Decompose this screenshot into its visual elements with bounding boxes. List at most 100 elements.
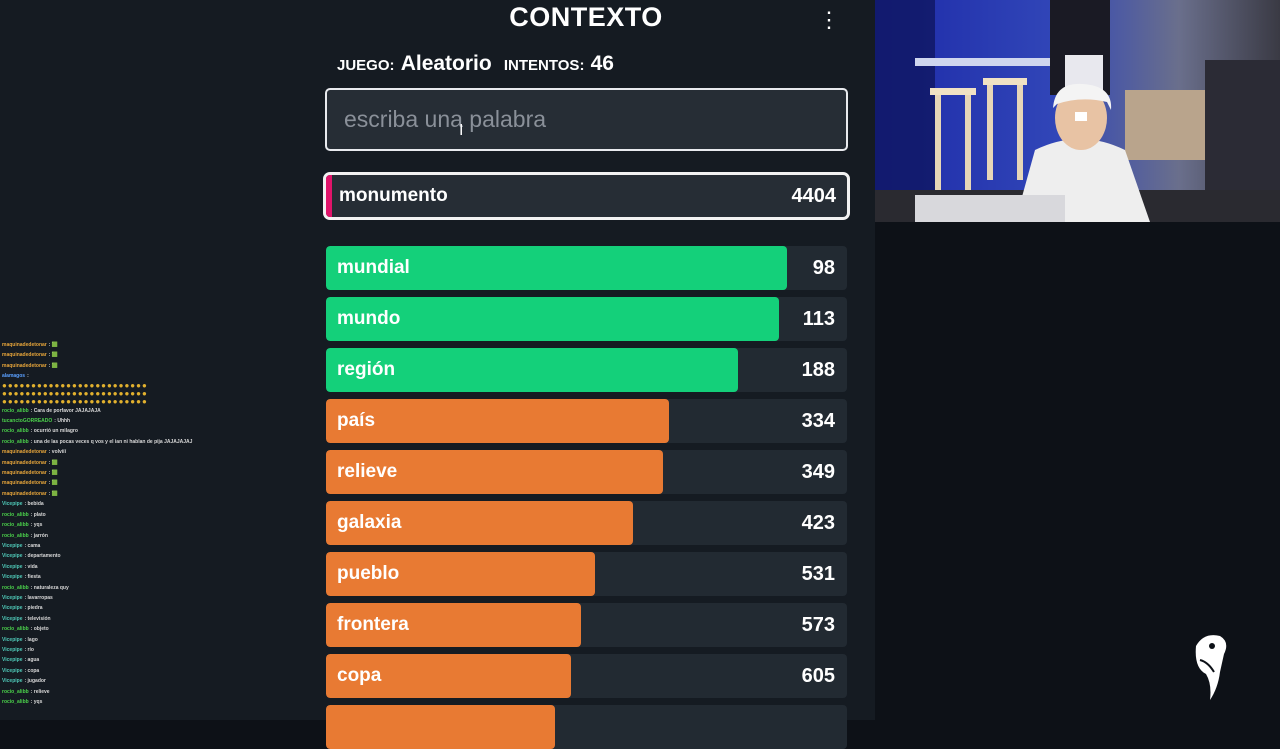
chat-username: rocio_alibb xyxy=(2,438,29,445)
chat-username: Vicepipe xyxy=(2,563,23,570)
chat-text: : naturaleza quy xyxy=(30,584,69,591)
current-guess-rank: 4404 xyxy=(791,185,837,207)
text-cursor-icon: I xyxy=(459,122,464,139)
chat-text: : cama xyxy=(24,542,41,549)
chat-message: Vicepipe: lavarropas xyxy=(2,593,302,603)
chat-message: maquinadedetonar: 🟩 xyxy=(2,489,302,499)
chat-emoji-row: ●●●●●●●●●●●●●●●●●●●●●●●●● xyxy=(2,380,148,390)
chat-message: maquinadedetonar: 🟩 xyxy=(2,458,302,468)
guess-row: mundo 113 xyxy=(326,297,847,341)
chat-username: rocio_alibb xyxy=(2,688,29,695)
chat-username: rocio_alibb xyxy=(2,699,29,705)
chat-text: : jugador xyxy=(24,678,46,685)
chat-message: tucanctoGORREADO: Uhhh xyxy=(2,416,302,426)
chat-username: Vicepipe xyxy=(2,594,23,601)
chat-message: rocio_alibb: plato xyxy=(2,510,302,520)
guess-word: mundial xyxy=(337,257,410,278)
chat-text: : 🟩 xyxy=(48,352,59,359)
guess-bar xyxy=(326,348,738,392)
attempts-label: INTENTOS: xyxy=(503,57,585,74)
chat-username: alamagos xyxy=(2,373,26,380)
chat-username: maquinadedetonar xyxy=(2,470,47,477)
attempts-value: 46 xyxy=(590,52,614,75)
chat-text: : una de las pocas veces q vos y el ian … xyxy=(30,438,193,445)
chat-text: : vida xyxy=(24,563,38,570)
chat-username: maquinadedetonar xyxy=(2,342,47,348)
chat-message: maquinadedetonar: 🟩 xyxy=(2,340,302,350)
current-guess-word: monumento xyxy=(339,185,448,206)
guess-row: frontera 573 xyxy=(326,603,847,647)
chat-message: maquinadedetonar: 🟩 xyxy=(2,361,302,371)
chat-message: Vicepipe: cama xyxy=(2,541,302,551)
chat-message: rocio_alibb: naturaleza quy xyxy=(2,583,302,593)
chat-username: Vicepipe xyxy=(2,605,23,612)
chat-username: Vicepipe xyxy=(2,667,23,674)
guess-rank: 349 xyxy=(801,461,835,483)
guess-bar xyxy=(326,501,633,545)
chat-message: rocio_alibb: ocurrió un milagro xyxy=(2,426,302,436)
chat-message: Vicepipe: copa xyxy=(2,666,302,676)
guess-bar xyxy=(326,450,663,494)
chat-username: maquinadedetonar xyxy=(2,352,47,359)
guess-rank: 423 xyxy=(801,512,835,534)
chat-text: : volvííí xyxy=(48,449,66,456)
guess-bar xyxy=(326,246,787,290)
guess-row: pueblo 531 xyxy=(326,552,847,596)
chat-text: : copa xyxy=(24,667,40,674)
chat-username: rocio_alibb xyxy=(2,522,29,529)
guess-word: copa xyxy=(337,665,382,686)
chat-username: rocio_alibb xyxy=(2,532,29,539)
chat-username: maquinadedetonar xyxy=(2,459,47,466)
chat-text: : 🟩 xyxy=(48,362,59,369)
guess-row-partial xyxy=(326,705,847,749)
chat-message: rocio_alibb: jarrón xyxy=(2,531,302,541)
chat-text: : relieve xyxy=(30,688,50,695)
kebab-menu-icon[interactable]: ⋮ xyxy=(818,7,840,32)
chat-username: Vicepipe xyxy=(2,501,23,508)
chat-message: Vicepipe: televisión xyxy=(2,614,302,624)
current-guess: monumento 4404 xyxy=(323,172,850,220)
chat-text: : ocurrió un milagro xyxy=(30,428,78,435)
chat-message: alamagos: xyxy=(2,371,302,381)
chat-text: : plato xyxy=(30,511,46,518)
chat-message: rocio_alibb: yqs xyxy=(2,697,302,707)
word-input[interactable] xyxy=(325,88,848,151)
chat-username: tucanctoGORREADO xyxy=(2,418,53,425)
chat-message: rocio_alibb: relieve xyxy=(2,687,302,697)
game-label: JUEGO: xyxy=(337,57,395,74)
chat-message: Vicepipe: piedra xyxy=(2,603,302,613)
chat-message: rocio_alibb: objeto xyxy=(2,624,302,634)
toucan-logo-icon xyxy=(1190,632,1230,702)
guess-word: mundo xyxy=(337,308,401,329)
chat-username: rocio_alibb xyxy=(2,407,29,414)
guess-row: región 188 xyxy=(326,348,847,392)
chat-emoji-row: ●●●●●●●●●●●●●●●●●●●●●●●●● xyxy=(2,396,148,406)
chat-username: Vicepipe xyxy=(2,636,23,643)
chat-message: rocio_alibb: una de las pocas veces q vo… xyxy=(2,437,302,447)
chat-text: : bebida xyxy=(24,501,44,508)
guess-rank: 113 xyxy=(802,308,835,330)
chat-username: Vicepipe xyxy=(2,657,23,664)
guess-row: mundial 98 xyxy=(326,246,847,290)
guess-rank: 334 xyxy=(801,410,835,432)
chat-message: maquinadedetonar: 🟩 xyxy=(2,478,302,488)
chat-text: : agua xyxy=(24,657,40,664)
chat-text: : departamento xyxy=(24,553,61,560)
guess-row: país 334 xyxy=(326,399,847,443)
game-info-bar: JUEGO: Aleatorio INTENTOS: 46 xyxy=(337,52,622,76)
guess-row: copa 605 xyxy=(326,654,847,698)
chat-text: : 🟩 xyxy=(48,490,59,497)
chat-text: : Cara de porfavor JAJAJAJA xyxy=(30,407,101,414)
chat-message: Vicepipe: jugador xyxy=(2,676,302,686)
chat-message: maquinadedetonar: 🟩 xyxy=(2,468,302,478)
chat-text: : xyxy=(27,373,29,380)
chat-message: Vicepipe: agua xyxy=(2,655,302,665)
page-title: CONTEXTO xyxy=(509,2,663,32)
chat-text: : 🟩 xyxy=(48,342,59,348)
current-guess-indicator xyxy=(326,175,332,217)
guess-rank: 605 xyxy=(801,665,835,687)
chat-text: : yqs xyxy=(30,522,43,529)
guess-rank: 573 xyxy=(801,614,835,636)
guess-word: país xyxy=(337,410,376,431)
chat-message: Vicepipe: fiesta xyxy=(2,572,302,582)
